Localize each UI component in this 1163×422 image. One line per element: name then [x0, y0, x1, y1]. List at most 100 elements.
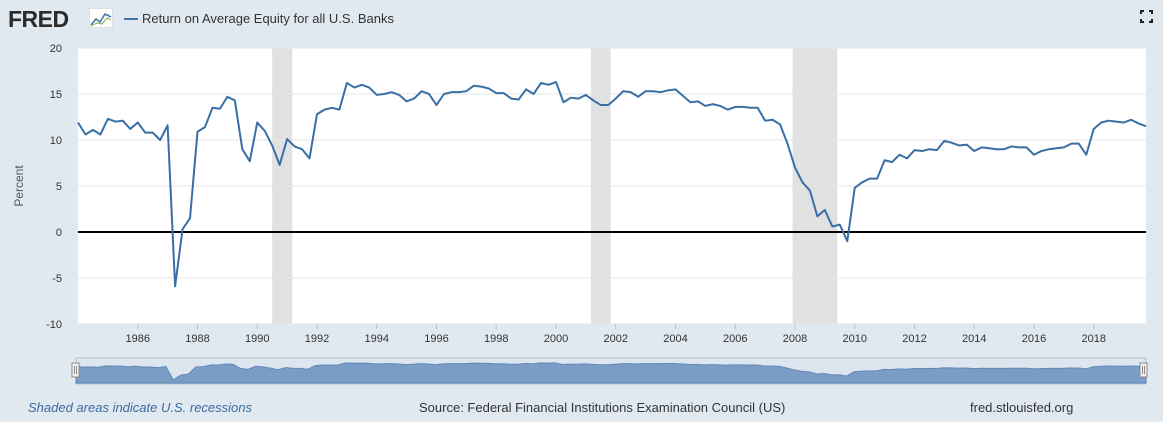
- data-point[interactable]: [710, 101, 716, 107]
- data-point[interactable]: [643, 88, 649, 94]
- data-point[interactable]: [1016, 144, 1022, 150]
- data-point[interactable]: [740, 104, 746, 110]
- data-point[interactable]: [926, 146, 932, 152]
- data-point[interactable]: [82, 131, 88, 137]
- data-point[interactable]: [1076, 141, 1082, 147]
- data-point[interactable]: [934, 147, 940, 153]
- data-point[interactable]: [456, 89, 462, 95]
- data-point[interactable]: [366, 85, 372, 91]
- data-point[interactable]: [232, 97, 238, 103]
- data-point[interactable]: [1009, 143, 1015, 149]
- fullscreen-icon[interactable]: [1140, 10, 1153, 23]
- data-point[interactable]: [799, 179, 805, 185]
- navigator-right-handle[interactable]: [1139, 362, 1148, 378]
- data-point[interactable]: [747, 105, 753, 111]
- data-point[interactable]: [949, 140, 955, 146]
- data-point[interactable]: [321, 107, 327, 113]
- data-point[interactable]: [1024, 144, 1030, 150]
- data-point[interactable]: [635, 94, 641, 100]
- data-point[interactable]: [1083, 152, 1089, 158]
- data-point[interactable]: [344, 80, 350, 86]
- data-point[interactable]: [239, 146, 245, 152]
- data-point[interactable]: [433, 102, 439, 108]
- data-point[interactable]: [702, 103, 708, 109]
- data-point[interactable]: [956, 143, 962, 149]
- data-point[interactable]: [583, 92, 589, 98]
- data-point[interactable]: [262, 128, 268, 134]
- data-point[interactable]: [665, 87, 671, 93]
- data-point[interactable]: [814, 213, 820, 219]
- data-point[interactable]: [269, 143, 275, 149]
- data-point[interactable]: [180, 226, 186, 232]
- data-point[interactable]: [620, 88, 626, 94]
- data-point[interactable]: [165, 122, 171, 128]
- data-point[interactable]: [874, 176, 880, 182]
- data-point[interactable]: [1046, 146, 1052, 152]
- data-point[interactable]: [187, 215, 193, 221]
- data-point[interactable]: [501, 90, 507, 96]
- data-point[interactable]: [105, 116, 111, 122]
- data-point[interactable]: [1068, 141, 1074, 147]
- data-point[interactable]: [112, 119, 118, 125]
- data-point[interactable]: [672, 86, 678, 92]
- data-point[interactable]: [822, 207, 828, 213]
- data-point[interactable]: [359, 82, 365, 88]
- data-point[interactable]: [478, 84, 484, 90]
- data-point[interactable]: [717, 103, 723, 109]
- data-point[interactable]: [553, 79, 559, 85]
- data-point[interactable]: [463, 88, 469, 94]
- data-point[interactable]: [964, 142, 970, 148]
- data-point[interactable]: [560, 99, 566, 105]
- data-point[interactable]: [247, 158, 253, 164]
- series-title[interactable]: Return on Average Equity for all U.S. Ba…: [142, 11, 394, 26]
- data-point[interactable]: [404, 98, 410, 104]
- data-point[interactable]: [135, 120, 141, 126]
- data-point[interactable]: [120, 118, 126, 124]
- data-point[interactable]: [1098, 120, 1104, 126]
- data-point[interactable]: [882, 157, 888, 163]
- data-point[interactable]: [695, 98, 701, 104]
- data-point[interactable]: [314, 111, 320, 117]
- data-point[interactable]: [1053, 145, 1059, 151]
- data-point[interactable]: [680, 93, 686, 99]
- data-point[interactable]: [1128, 117, 1134, 123]
- data-point[interactable]: [516, 97, 522, 103]
- data-point[interactable]: [867, 176, 873, 182]
- data-point[interactable]: [97, 131, 103, 137]
- data-point[interactable]: [979, 144, 985, 150]
- data-point[interactable]: [1106, 118, 1112, 124]
- recession-note[interactable]: Shaded areas indicate U.S. recessions: [28, 400, 253, 415]
- data-point[interactable]: [284, 136, 290, 142]
- data-point[interactable]: [329, 105, 335, 111]
- data-point[interactable]: [598, 102, 604, 108]
- navigator-selection[interactable]: [76, 358, 1146, 384]
- data-point[interactable]: [217, 106, 223, 112]
- data-point[interactable]: [859, 179, 865, 185]
- data-point[interactable]: [732, 104, 738, 110]
- data-point[interactable]: [1038, 148, 1044, 154]
- data-point[interactable]: [531, 91, 537, 97]
- data-point[interactable]: [389, 89, 395, 95]
- data-point[interactable]: [441, 91, 447, 97]
- data-point[interactable]: [127, 126, 133, 132]
- data-point[interactable]: [770, 117, 776, 123]
- data-point[interactable]: [941, 138, 947, 144]
- data-point[interactable]: [194, 129, 200, 135]
- data-point[interactable]: [202, 124, 208, 130]
- data-point[interactable]: [90, 127, 96, 133]
- site-url[interactable]: fred.stlouisfed.org: [970, 400, 1074, 415]
- range-navigator[interactable]: [71, 357, 1148, 385]
- data-point[interactable]: [994, 146, 1000, 152]
- data-point[interactable]: [605, 102, 611, 108]
- data-point[interactable]: [411, 96, 417, 102]
- data-point[interactable]: [307, 155, 313, 161]
- data-point[interactable]: [613, 96, 619, 102]
- data-point[interactable]: [419, 88, 425, 94]
- data-point[interactable]: [471, 83, 477, 89]
- data-point[interactable]: [568, 95, 574, 101]
- data-point[interactable]: [1136, 120, 1142, 126]
- data-point[interactable]: [650, 88, 656, 94]
- data-point[interactable]: [687, 99, 693, 105]
- data-point[interactable]: [381, 91, 387, 97]
- data-point[interactable]: [807, 188, 813, 194]
